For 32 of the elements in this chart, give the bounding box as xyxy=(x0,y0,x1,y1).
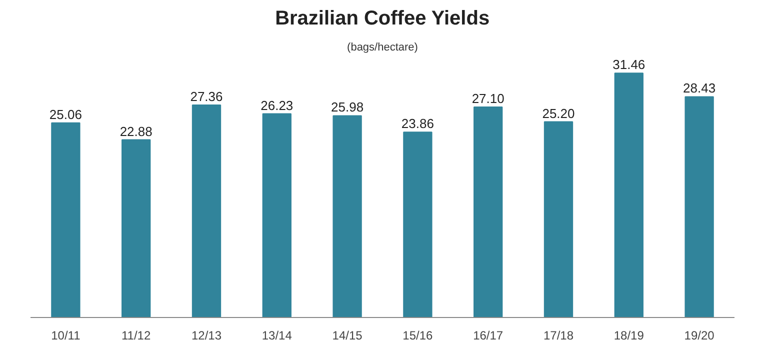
data-label: 22.88 xyxy=(120,124,152,139)
x-tick-label: 19/20 xyxy=(684,328,715,342)
chart-subtitle: (bags/hectare) xyxy=(347,42,418,54)
bar xyxy=(262,113,292,318)
x-tick-label: 16/17 xyxy=(473,328,504,342)
data-label: 31.46 xyxy=(612,57,646,72)
x-tick-label: 10/11 xyxy=(51,328,81,342)
bar xyxy=(684,96,714,318)
bar xyxy=(614,72,644,318)
data-label: 25.06 xyxy=(49,106,82,122)
data-label: 23.86 xyxy=(401,116,434,132)
x-tick-label: 11/12 xyxy=(122,328,151,342)
bar xyxy=(403,132,432,318)
data-label: 25.20 xyxy=(542,106,575,121)
bar xyxy=(51,122,80,318)
data-label: 27.10 xyxy=(472,91,504,106)
data-label: 27.36 xyxy=(190,89,223,104)
data-label: 26.23 xyxy=(260,98,294,113)
bar xyxy=(474,106,503,318)
bar xyxy=(332,115,362,318)
bar xyxy=(122,139,151,318)
data-label: 25.98 xyxy=(331,100,364,115)
bar xyxy=(544,121,574,318)
x-tick-label: 12/13 xyxy=(191,328,222,342)
data-label: 28.43 xyxy=(683,80,716,96)
chart-title: Brazilian Coffee Yields xyxy=(275,8,490,30)
bar xyxy=(192,104,222,318)
x-tick-label: 17/18 xyxy=(543,328,574,342)
x-tick-label: 13/14 xyxy=(262,328,292,342)
x-tick-label: 14/15 xyxy=(332,328,363,342)
x-tick-label: 15/16 xyxy=(402,328,434,342)
x-tick-label: 18/19 xyxy=(614,328,644,342)
